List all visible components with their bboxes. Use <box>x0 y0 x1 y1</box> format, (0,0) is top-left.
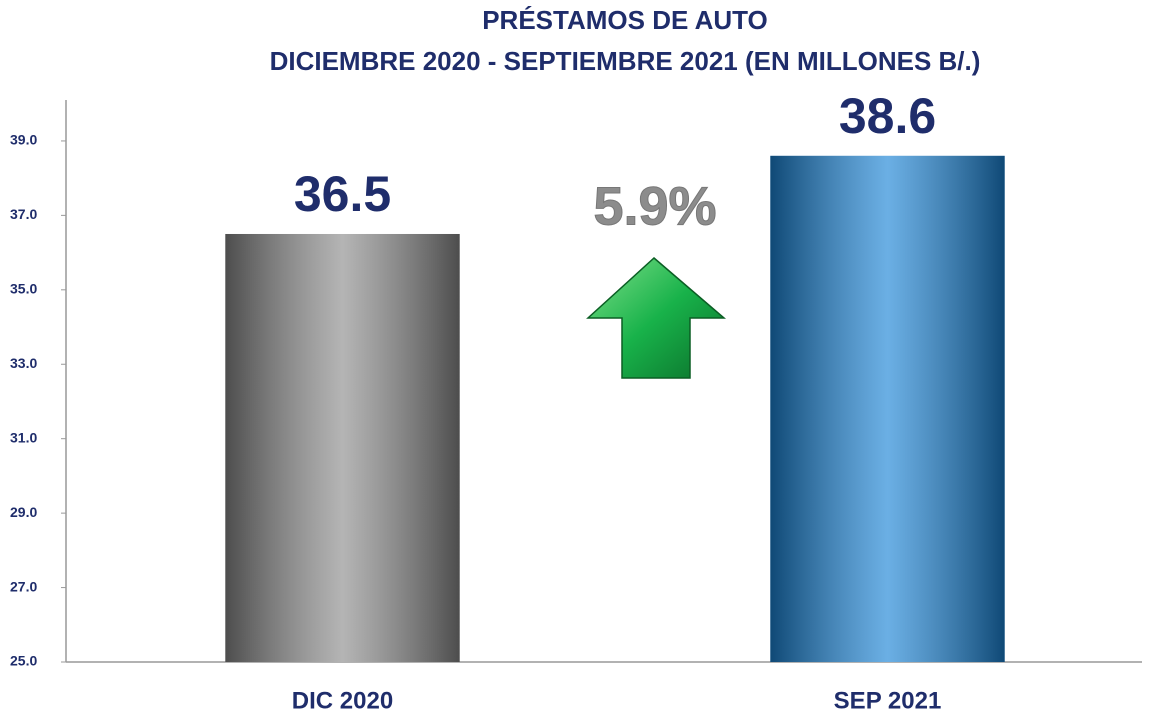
y-tick-label: 39.0 <box>10 132 37 148</box>
y-tick-label: 29.0 <box>10 504 37 520</box>
bar-shine <box>770 155 1005 662</box>
y-tick-label: 35.0 <box>10 281 37 297</box>
value-label: 38.6 <box>839 88 936 144</box>
value-label: 36.5 <box>294 166 391 222</box>
bar-shine <box>225 233 460 662</box>
annotation: 5.9% <box>593 176 716 236</box>
y-tick-label: 27.0 <box>10 578 37 594</box>
x-tick-label: SEP 2021 <box>834 687 942 714</box>
x-tick-label: DIC 2020 <box>292 687 393 714</box>
y-tick-label: 25.0 <box>10 653 37 669</box>
up-arrow <box>586 256 727 379</box>
y-tick-label: 31.0 <box>10 429 37 445</box>
chart-subtitle: DICIEMBRE 2020 - SEPTIEMBRE 2021 (EN MIL… <box>270 46 981 76</box>
chart-title: PRÉSTAMOS DE AUTO <box>482 5 768 35</box>
y-tick-label: 33.0 <box>10 355 37 371</box>
y-tick-label: 37.0 <box>10 206 37 222</box>
